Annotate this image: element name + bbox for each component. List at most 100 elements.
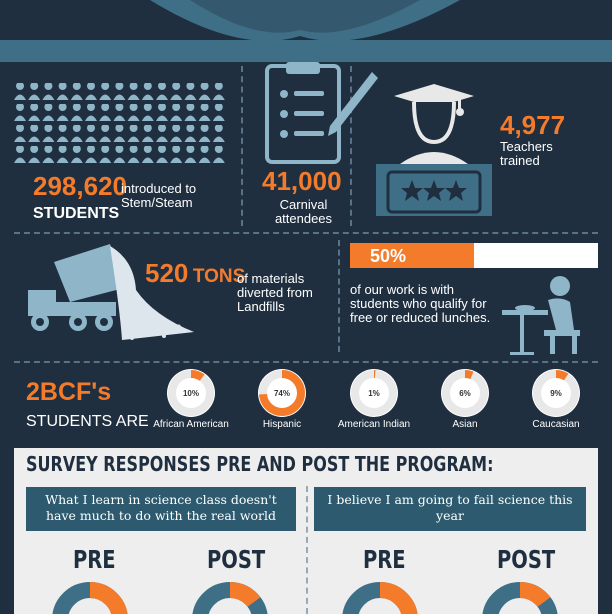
teacher-graduate-icon — [374, 84, 494, 218]
ethnicity-donut: 6% — [441, 369, 489, 417]
person-icon — [14, 144, 26, 163]
person-icon — [85, 102, 97, 121]
person-icon — [113, 123, 125, 142]
q1-pre-label: PRE — [73, 545, 116, 574]
student-eating-icon — [500, 272, 600, 356]
ethnicity-label: Asian — [425, 419, 505, 430]
ethnicity-value-label: 74% — [274, 389, 290, 398]
q1-pre-donut — [60, 590, 120, 614]
ethnicity-slice — [191, 374, 202, 378]
survey-title: Survey responses pre and post the progra… — [26, 452, 493, 476]
ethnicity-label: African American — [151, 419, 231, 430]
teachers-desc: Teachers trained — [500, 140, 570, 168]
person-icon — [128, 144, 140, 163]
survey-donuts — [14, 580, 598, 614]
person-icon — [85, 123, 97, 142]
ethnicity-donut: 74% — [258, 369, 306, 417]
person-icon — [142, 81, 154, 100]
person-icon — [28, 144, 40, 163]
person-icon — [99, 102, 111, 121]
person-icon — [184, 81, 196, 100]
person-icon — [28, 102, 40, 121]
person-icon — [71, 102, 83, 121]
person-icon — [14, 123, 26, 142]
person-icon — [42, 123, 54, 142]
survey-question-2: I believe I am going to fail science thi… — [314, 487, 586, 531]
ethnicity-donut: 1% — [350, 369, 398, 417]
person-icon — [57, 144, 69, 163]
person-icon — [42, 102, 54, 121]
lunch-desc: of our work is with students who qualify… — [350, 283, 498, 325]
ethnicity-donut-row: 10% 74% 1% 6% 9% — [150, 366, 610, 422]
clipboard-icon — [262, 62, 382, 167]
person-icon — [142, 123, 154, 142]
students-unit: STUDENTS — [33, 205, 119, 223]
ethnicity-label: Caucasian — [516, 419, 596, 430]
ethnicity-donut: 9% — [532, 369, 580, 417]
person-icon — [71, 123, 83, 142]
materials-stat: 520 TONS — [145, 258, 245, 289]
teachers-number: 4,977 — [500, 110, 565, 141]
person-icon — [199, 144, 211, 163]
q1-post-donut — [200, 590, 260, 614]
q2-post-donut — [490, 590, 550, 614]
carnival-number: 41,000 — [262, 166, 342, 197]
person-icon — [57, 102, 69, 121]
person-icon — [184, 144, 196, 163]
person-icon — [57, 123, 69, 142]
person-icon — [128, 81, 140, 100]
students-desc: introduced to Stem/Steam — [121, 182, 226, 210]
person-icon — [213, 144, 225, 163]
ethnicity-slice — [465, 374, 472, 375]
person-icon — [199, 81, 211, 100]
q1-post-label: POST — [207, 545, 265, 574]
person-icon — [71, 144, 83, 163]
students-number: 298,620 — [33, 171, 127, 202]
person-icon — [113, 81, 125, 100]
person-icon — [213, 102, 225, 121]
survey-question-1: What I learn in science class doesn't ha… — [26, 487, 296, 531]
person-icon — [85, 81, 97, 100]
person-icon — [113, 144, 125, 163]
ethnicity-title: 2BCF's — [26, 378, 111, 407]
person-icon — [128, 102, 140, 121]
ethnicity-label: American Indian — [334, 419, 414, 430]
ethnicity-label: Hispanic — [242, 419, 322, 430]
lunch-progress-bar: 50% — [350, 243, 598, 268]
q2-pre-label: PRE — [363, 545, 406, 574]
person-icon — [42, 81, 54, 100]
person-icon — [199, 102, 211, 121]
person-icon — [156, 144, 168, 163]
person-icon — [71, 81, 83, 100]
dump-truck-icon — [14, 240, 204, 350]
person-icon — [14, 81, 26, 100]
person-icon — [142, 144, 154, 163]
person-icon — [170, 102, 182, 121]
person-icon — [99, 81, 111, 100]
person-icon — [170, 144, 182, 163]
person-icon — [113, 102, 125, 121]
ethnicity-slice — [556, 374, 566, 377]
person-icon — [28, 81, 40, 100]
person-icon — [128, 123, 140, 142]
person-icon — [14, 102, 26, 121]
person-icon — [213, 81, 225, 100]
lunch-percent-label: 50% — [370, 246, 406, 267]
person-icon — [142, 102, 154, 121]
person-icon — [156, 123, 168, 142]
divider — [241, 66, 243, 226]
person-icon — [85, 144, 97, 163]
ethnicity-value-label: 6% — [459, 389, 471, 398]
students-people-grid — [14, 80, 229, 166]
person-icon — [184, 102, 196, 121]
carnival-desc: Carnival attendees — [266, 198, 341, 226]
ethnicity-subtitle: STUDENTS ARE — [26, 413, 149, 431]
person-icon — [199, 123, 211, 142]
person-icon — [156, 102, 168, 121]
ethnicity-value-label: 1% — [368, 389, 380, 398]
divider — [338, 240, 340, 352]
ethnicity-value-label: 9% — [550, 389, 562, 398]
q2-post-label: POST — [497, 545, 555, 574]
person-icon — [213, 123, 225, 142]
person-icon — [99, 144, 111, 163]
